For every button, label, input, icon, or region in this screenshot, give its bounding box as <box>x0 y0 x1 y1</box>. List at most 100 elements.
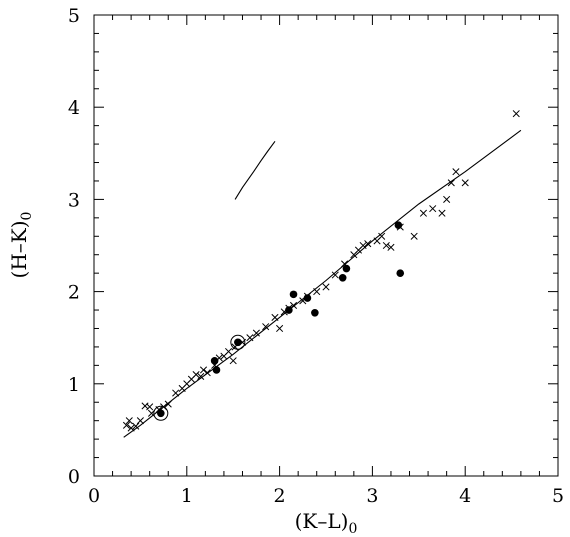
y-axis-label-subscript: 0 <box>19 212 35 221</box>
cross-stroke <box>313 288 321 296</box>
cross-point <box>172 389 180 397</box>
cross-stroke <box>164 400 172 408</box>
cross-stroke <box>512 110 520 118</box>
cross-point <box>197 372 205 380</box>
cross-stroke <box>262 323 270 331</box>
cross-stroke <box>246 334 254 342</box>
cross-point <box>387 243 395 251</box>
cross-point <box>192 371 200 379</box>
cross-stroke <box>331 271 339 279</box>
filled-circle-point <box>212 366 221 374</box>
filled-circle-point <box>289 290 298 299</box>
cross-stroke <box>419 209 427 217</box>
cross-stroke <box>276 324 284 333</box>
cross-point <box>382 241 390 250</box>
cross-stroke <box>225 347 233 356</box>
cross-point <box>322 283 330 291</box>
cross-point <box>364 240 372 248</box>
cross-stroke <box>452 168 460 176</box>
cross-point <box>331 271 339 279</box>
cross-point <box>313 288 321 296</box>
y-tick-label: 0 <box>68 466 80 488</box>
filled-circle-point <box>396 269 405 277</box>
cross-point <box>452 168 460 176</box>
cross-stroke <box>192 371 200 379</box>
cross-point <box>447 179 455 187</box>
cross-point <box>271 313 279 321</box>
filled-circle-point <box>394 221 403 230</box>
x-axis-label-main: (K–L) <box>295 509 349 533</box>
x-tick-label: 1 <box>181 485 193 507</box>
y-tick-label: 1 <box>68 374 80 396</box>
cross-stroke <box>341 260 349 268</box>
axis-ticks <box>93 14 559 477</box>
cross-stroke <box>132 422 140 430</box>
data-points <box>122 110 520 432</box>
y-tick-label: 4 <box>68 97 80 119</box>
filled-circle-point <box>157 409 165 418</box>
filled-circle-point <box>342 264 351 273</box>
x-tick-label: 5 <box>552 485 564 507</box>
curve-fit <box>123 129 522 438</box>
y-tick-label: 5 <box>68 5 80 27</box>
x-tick-label: 2 <box>274 485 286 507</box>
cross-stroke <box>429 205 437 213</box>
y-axis-label-main: (H–K) <box>7 220 31 278</box>
x-tick-label: 4 <box>459 485 471 507</box>
cross-stroke <box>136 417 144 425</box>
cross-point <box>378 232 386 240</box>
filled-circle-point <box>234 338 242 347</box>
x-tick-labels: 0 1 2 3 4 5 <box>88 485 564 507</box>
x-tick-label: 3 <box>366 485 378 507</box>
cross-stroke <box>382 241 390 250</box>
cross-point <box>410 232 418 240</box>
cross-stroke <box>197 372 205 380</box>
filled-circle-point <box>210 356 219 365</box>
cross-stroke <box>322 283 330 291</box>
cross-point <box>419 209 427 217</box>
cross-stroke <box>443 195 451 203</box>
cross-stroke <box>447 179 455 187</box>
cross-point <box>276 324 284 333</box>
cross-point <box>199 366 208 374</box>
cross-point <box>438 209 446 217</box>
y-tick-labels: 0 1 2 3 4 5 <box>68 5 80 488</box>
cross-stroke <box>203 369 211 377</box>
filled-circle-point <box>311 309 319 317</box>
cross-point <box>136 417 144 425</box>
cross-point <box>127 424 135 432</box>
filled-circle-point <box>303 294 312 302</box>
x-tick-label: 0 <box>88 485 100 507</box>
cross-stroke <box>364 240 372 248</box>
cross-point <box>146 403 154 411</box>
x-axis-label-subscript: 0 <box>348 521 357 537</box>
cross-stroke <box>125 417 133 425</box>
cross-point <box>122 421 131 429</box>
cross-stroke <box>229 357 237 365</box>
cross-stroke <box>252 329 260 337</box>
cross-stroke <box>155 406 163 414</box>
cross-stroke <box>146 403 154 411</box>
cross-stroke <box>461 179 469 187</box>
cross-stroke <box>127 424 135 432</box>
cross-point <box>359 241 367 250</box>
cross-point <box>132 422 140 430</box>
cross-point <box>246 334 254 342</box>
cross-stroke <box>438 209 446 217</box>
cross-stroke <box>199 366 208 374</box>
cross-stroke <box>271 313 279 321</box>
x-axis-label: (K–L)0 <box>295 509 358 537</box>
curve-short-segment <box>234 140 276 200</box>
cross-point <box>512 110 520 118</box>
y-tick-label: 3 <box>68 189 80 211</box>
open-circle-point <box>153 405 169 421</box>
filled-circle-point <box>285 306 293 314</box>
cross-stroke <box>359 241 367 250</box>
open-circle-point <box>230 334 246 350</box>
filled-circle-point <box>338 273 347 282</box>
curves <box>123 129 522 438</box>
plot-frame <box>93 14 559 477</box>
cross-point <box>125 417 133 425</box>
cross-point <box>203 369 211 377</box>
